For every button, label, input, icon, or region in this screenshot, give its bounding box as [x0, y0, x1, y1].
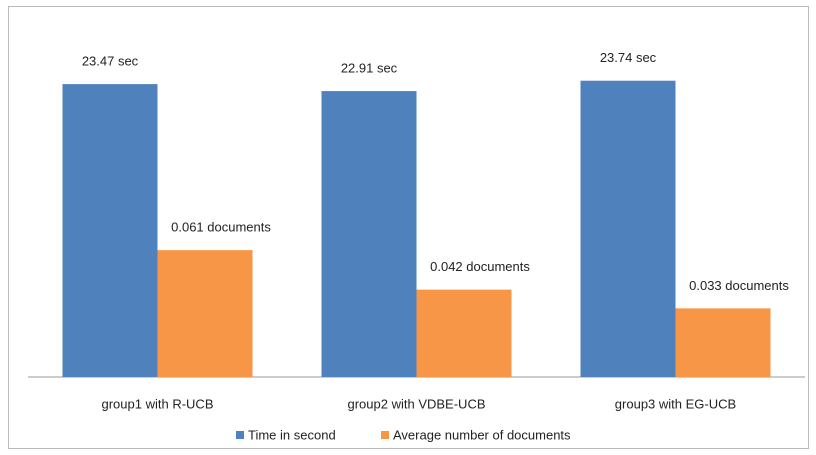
data-label: 0.061 documents: [171, 220, 271, 235]
x-tick-label: group1 with R-UCB: [102, 396, 214, 411]
legend-label: Time in second: [248, 427, 336, 442]
bar: [157, 250, 253, 377]
x-tick-label: group2 with VDBE-UCB: [348, 396, 486, 411]
legend-label: Average number of documents: [393, 427, 571, 442]
data-label: 0.033 documents: [689, 278, 789, 293]
legend-swatch: [381, 431, 389, 439]
bar: [62, 84, 158, 378]
data-label: 22.91 sec: [341, 61, 398, 76]
bar: [580, 80, 676, 378]
bar: [321, 91, 417, 378]
legend-swatch: [236, 431, 244, 439]
data-label: 23.47 sec: [82, 54, 139, 69]
data-label: 0.042 documents: [430, 259, 530, 274]
bar: [416, 289, 512, 377]
bar: [675, 308, 771, 377]
x-tick-label: group3 with EG-UCB: [615, 396, 736, 411]
data-label: 23.74 sec: [600, 50, 657, 65]
